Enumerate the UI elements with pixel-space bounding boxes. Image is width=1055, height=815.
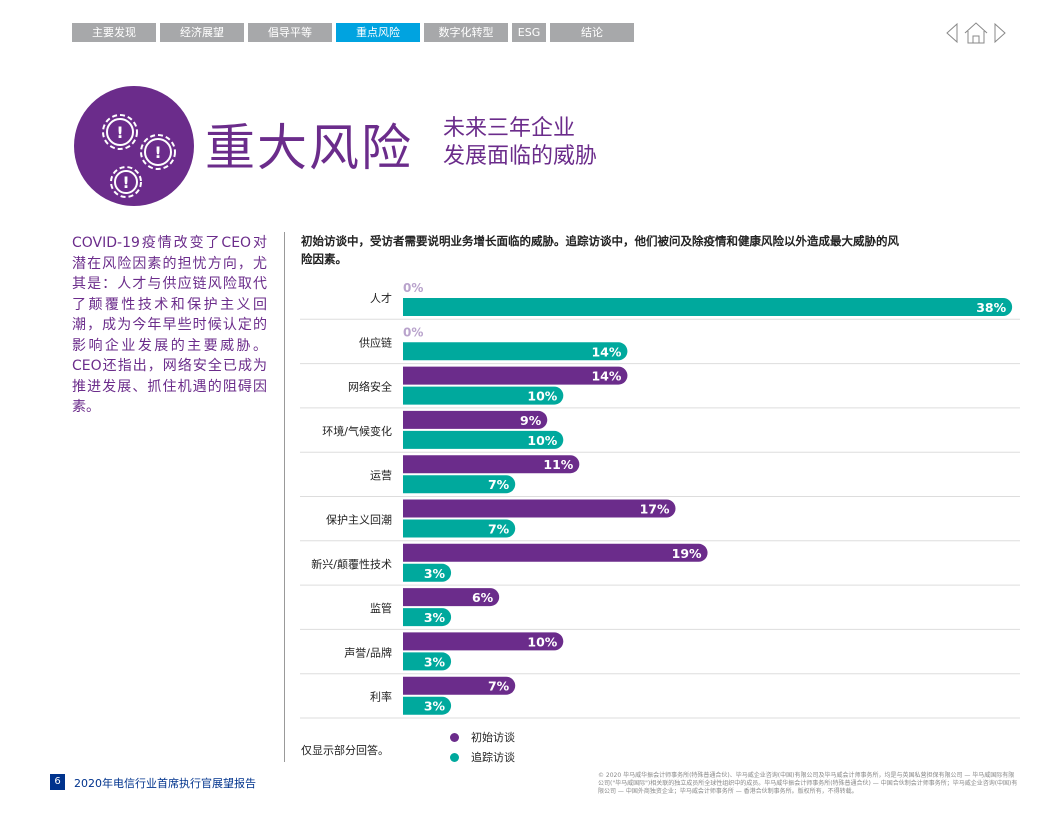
data-label: 10% (527, 433, 557, 448)
data-label: 19% (672, 546, 702, 561)
next-icon[interactable] (994, 22, 1006, 44)
bar (403, 588, 500, 607)
data-label: 7% (488, 522, 510, 537)
data-label: 0% (403, 325, 423, 339)
top-nav: 主要发现 经济展望 倡导平等 重点风险 数字化转型 ESG 结论 (72, 23, 634, 42)
bar (403, 386, 564, 405)
bar (403, 608, 452, 627)
category-label: 声誉/品牌 (344, 645, 392, 659)
bar (403, 676, 516, 695)
page-nav (946, 22, 1006, 44)
tab-key-findings[interactable]: 主要发现 (72, 23, 156, 42)
legend-dot-icon (450, 752, 459, 762)
category-label: 监管 (370, 601, 392, 615)
svg-text:!: ! (122, 173, 129, 192)
page-number: 6 (50, 774, 65, 790)
footnote: 仅显示部分回答。 (301, 744, 389, 757)
bar (403, 298, 1013, 316)
bar (403, 563, 452, 582)
data-label: 0% (403, 281, 423, 295)
category-label: 保护主义回潮 (326, 513, 392, 527)
tab-risks[interactable]: 重点风险 (336, 23, 420, 42)
bar (403, 430, 564, 449)
data-label: 9% (520, 413, 542, 428)
svg-text:!: ! (116, 123, 123, 142)
tab-economy[interactable]: 经济展望 (160, 23, 244, 42)
bar (403, 366, 628, 385)
data-label: 14% (591, 344, 621, 359)
legend-item-initial: 初始访谈 (450, 727, 515, 747)
tab-digital[interactable]: 数字化转型 (424, 23, 508, 42)
category-label: 网络安全 (348, 380, 392, 394)
bar (403, 410, 548, 429)
data-label: 3% (424, 654, 446, 669)
document-title: 2020年电信行业首席执行官展望报告 (74, 777, 256, 790)
data-label: 7% (488, 477, 510, 492)
category-label: 新兴/颠覆性技术 (311, 557, 392, 571)
bar (403, 632, 564, 651)
data-label: 10% (527, 389, 557, 404)
category-label: 利率 (370, 690, 392, 704)
bar (403, 696, 452, 715)
chart-note: 初始访谈中，受访者需要说明业务增长面临的威胁。追踪访谈中，他们被问及除疫情和健康… (301, 234, 899, 266)
legend-item-followup: 追踪访谈 (450, 747, 515, 767)
bar (403, 455, 580, 474)
data-label: 7% (488, 679, 510, 694)
bar (403, 652, 452, 671)
page-subtitle: 未来三年企业 发展面临的威胁 (443, 116, 598, 169)
tab-conclusion[interactable]: 结论 (550, 23, 634, 42)
category-label: 人才 (370, 291, 392, 305)
bar (403, 519, 516, 538)
data-label: 17% (640, 502, 670, 517)
data-label: 10% (527, 634, 557, 649)
legend-dot-icon (450, 732, 459, 742)
prev-icon[interactable] (946, 22, 958, 44)
svg-text:!: ! (154, 143, 161, 162)
data-label: 11% (543, 457, 573, 472)
divider (284, 232, 285, 762)
data-label: 3% (424, 699, 446, 714)
category-label: 运营 (370, 468, 392, 482)
bar (403, 475, 516, 494)
bar (403, 342, 628, 361)
home-icon[interactable] (964, 22, 988, 44)
copyright: © 2020 毕马威华振会计师事务所(特殊普通合伙)、毕马威企业咨询(中国)有限… (598, 772, 1018, 795)
data-label: 6% (472, 590, 494, 605)
category-label: 环境/气候变化 (322, 424, 392, 438)
legend: 初始访谈 追踪访谈 (450, 727, 515, 767)
bar (403, 543, 708, 562)
tab-equality[interactable]: 倡导平等 (248, 23, 332, 42)
data-label: 38% (976, 300, 1006, 315)
data-label: 14% (591, 369, 621, 384)
gears-warning-icon: !!! (74, 86, 194, 206)
page-title: 重大风险 (205, 119, 413, 177)
category-label: 供应链 (359, 335, 392, 349)
data-label: 3% (424, 566, 446, 581)
tab-esg[interactable]: ESG (512, 23, 546, 42)
data-label: 3% (424, 610, 446, 625)
bar (403, 499, 676, 518)
intro-text: COVID-19疫情改变了CEO对潜在风险因素的担忧方向，尤其是：人才与供应链风… (72, 235, 267, 415)
